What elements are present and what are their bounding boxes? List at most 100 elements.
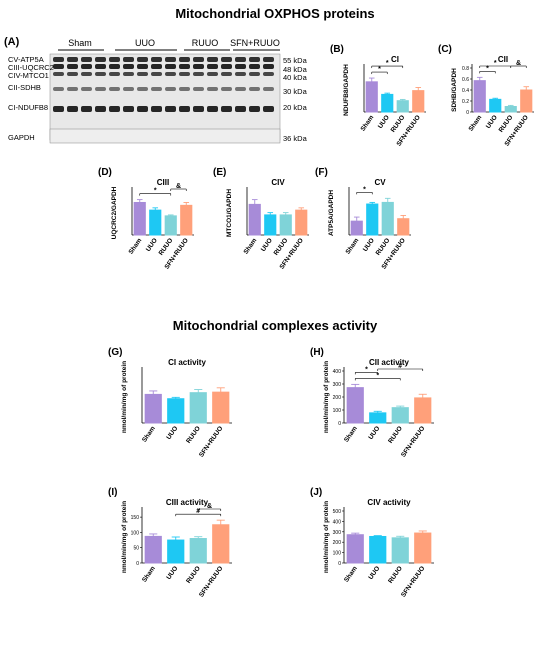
- x-tick-label: UUO: [362, 237, 376, 253]
- y-axis-label: nmol/min/mg of protein: [323, 501, 330, 573]
- y-axis-label: SDHB/GAPDH: [451, 68, 458, 112]
- blot-band: [151, 106, 162, 112]
- bar-ruuo: [396, 100, 409, 113]
- blot-band: [109, 106, 120, 112]
- x-tick-label: Sham: [468, 114, 484, 133]
- y-tick-label: 200: [333, 540, 342, 546]
- blot-band: [137, 57, 148, 62]
- blot-band: [95, 106, 106, 112]
- blot-band: [235, 57, 246, 62]
- blot-band: [151, 72, 162, 76]
- panel-label-a: (A): [4, 36, 20, 48]
- x-tick-label: UUO: [260, 237, 274, 253]
- band-label-atp5a: CV-ATP5A: [8, 55, 44, 64]
- x-tick-label: RUUO: [185, 565, 202, 585]
- x-tick-label: Sham: [343, 425, 359, 444]
- blot-band: [95, 64, 106, 69]
- blot-band: [137, 72, 148, 76]
- panel-label-f: (F): [315, 167, 328, 178]
- blot-band: [221, 72, 232, 76]
- x-tick-label: Sham: [128, 237, 144, 256]
- chart-panel-g: (G) CI activity nmol/min/mg of protein Sham…: [108, 345, 258, 470]
- panel-label-g: (G): [108, 347, 122, 358]
- blot-band: [81, 64, 92, 69]
- y-tick-label: 300: [333, 530, 342, 536]
- bar-sham: [473, 80, 486, 113]
- gapdh-blot-image: [49, 128, 281, 144]
- y-tick-label: 300: [333, 382, 342, 388]
- y-tick-label: 0: [338, 561, 341, 567]
- bar-sfn-ruuo: [414, 397, 432, 424]
- blot-band: [53, 87, 64, 91]
- kda-40: 40 kDa: [283, 73, 308, 82]
- bar-uuo: [264, 214, 277, 236]
- chart-title: CIV activity: [367, 498, 411, 507]
- band-label-sdhb: CII-SDHB: [8, 83, 41, 92]
- blot-band: [193, 87, 204, 91]
- x-tick-label: SFN+RUUO: [400, 425, 426, 458]
- blot-band: [151, 57, 162, 62]
- chart-panel-i: (I) CIII activity nmol/min/mg of protein 0 5…: [108, 485, 258, 610]
- blot-group-ruuo: RUUO: [192, 38, 219, 48]
- chart-title: CV: [374, 178, 386, 187]
- blot-band: [179, 64, 190, 69]
- significance-marker: *: [376, 372, 379, 379]
- bar-ruuo: [391, 407, 409, 424]
- blot-group-labels: Sham UUO RUUO SFN+RUUO: [58, 38, 280, 51]
- chart-panel-j: (J) CIV activity nmol/min/mg of protein 0 10…: [310, 485, 460, 610]
- bar-uuo: [167, 539, 185, 564]
- bar-sham: [248, 203, 261, 236]
- blot-band: [123, 64, 134, 69]
- blot-band: [123, 87, 134, 91]
- kda-48: 48 kDa: [283, 65, 308, 74]
- blot-group-uuo: UUO: [135, 38, 155, 48]
- blot-band: [207, 57, 218, 62]
- chart-title: CII: [498, 55, 508, 64]
- x-tick-label: RUUO: [387, 565, 404, 585]
- blot-band: [67, 64, 78, 69]
- y-tick-label: 0: [338, 421, 341, 427]
- bar-ruuo: [189, 392, 207, 424]
- bar-sfn-ruuo: [520, 89, 533, 113]
- bar-sfn-ruuo: [212, 524, 230, 564]
- blot-band: [235, 87, 246, 91]
- blot-band: [137, 64, 148, 69]
- x-tick-label: UUO: [165, 565, 179, 581]
- chart-panel-b: (B) CI NDUFB8/GAPDH Sham UUO RUUO SFN+RUUO * *: [330, 42, 440, 157]
- bar-uuo: [366, 203, 379, 236]
- blot-band: [123, 106, 134, 112]
- blot-group-sfn-ruuo: SFN+RUUO: [230, 38, 280, 48]
- y-tick-label: 0.2: [462, 99, 469, 105]
- chart-title: CIII activity: [166, 498, 209, 507]
- blot-band: [193, 57, 204, 62]
- y-tick-label: 400: [333, 519, 342, 525]
- panel-label-e: (E): [213, 167, 226, 178]
- panel-label-d: (D): [98, 167, 112, 178]
- y-tick-label: 500: [333, 509, 342, 515]
- blot-band: [235, 106, 246, 112]
- blot-band: [193, 72, 204, 76]
- blot-band: [123, 57, 134, 62]
- bar-sham: [365, 81, 378, 113]
- kda-55: 55 kDa: [283, 56, 308, 65]
- blot-band: [109, 57, 120, 62]
- chart-title: CIII: [157, 178, 169, 187]
- x-tick-label: UUO: [367, 425, 381, 441]
- chart-panel-e: (E) CIV MTCO1/GAPDH Sham UUO RUUO SFN+RUUO: [213, 165, 323, 280]
- significance-marker: *: [365, 366, 368, 373]
- y-tick-label: 400: [333, 369, 342, 375]
- y-axis-label: nmol/min/mg of protein: [121, 361, 128, 433]
- band-label-uqcrc2: CIII-UQCRC2: [8, 63, 54, 72]
- chart-svg-i: (I) CIII activity nmol/min/mg of protein 0 5…: [108, 487, 232, 599]
- y-axis-label: MTCO1/GAPDH: [226, 189, 233, 237]
- blot-band: [109, 72, 120, 76]
- blot-band: [165, 57, 176, 62]
- kda-30: 30 kDa: [283, 87, 308, 96]
- bar-ruuo: [504, 106, 517, 113]
- band-label-mtco1: CIV-MTCO1: [8, 71, 49, 80]
- blot-band: [249, 57, 260, 62]
